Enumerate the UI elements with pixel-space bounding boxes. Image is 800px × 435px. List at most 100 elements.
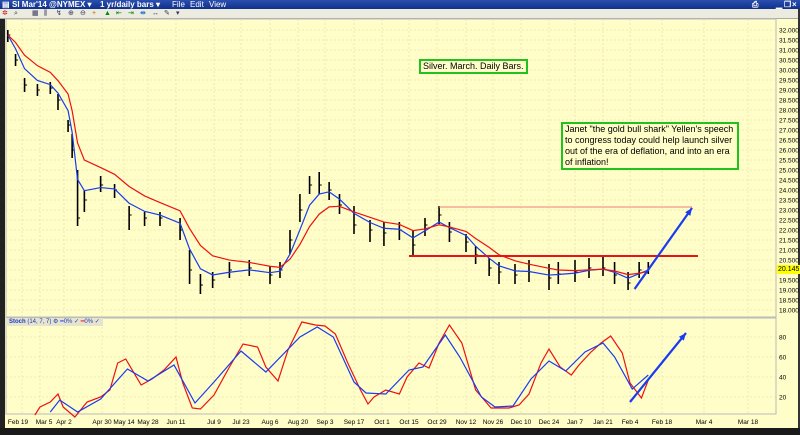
price-tick-label: 28.000 [779,108,799,115]
date-tick-label: Mar 4 [696,419,713,426]
date-tick-label: Feb 18 [652,419,673,426]
date-tick-label: Sep 3 [317,419,334,426]
stoch-tick-label: 80 [779,335,787,342]
fast-moving-average-line [7,34,649,279]
vertical-scrollbar[interactable] [0,19,5,428]
scroll-left-icon[interactable]: ⇤ [116,10,122,17]
title-note[interactable]: Silver. March. Daily Bars. [419,59,528,74]
menu-edit[interactable]: Edit [190,0,204,9]
slow-moving-average-line [7,34,649,276]
date-tick-label: Nov 12 [456,419,477,426]
price-tick-label: 26.500 [779,138,799,145]
stoch-tick-label: 60 [779,355,787,362]
window-border [798,9,800,435]
print-icon[interactable]: ⎙ [752,0,759,9]
title-bar: ▤ SI Mar'14 @NYMEX ▾ 1 yr/daily bars ▾ F… [0,0,800,9]
close-icon[interactable]: × [792,0,797,9]
stoch-label: Stoch [9,319,26,325]
price-tick-label: 24.000 [779,188,799,195]
cursor-icon[interactable]: ✲ [2,10,8,17]
zoom-icon[interactable]: ⌕ [14,10,18,17]
symbol-label: SI Mar'14 @NYMEX [12,0,86,9]
price-tick-label: 31.500 [779,38,799,45]
date-tick-label: Apr 2 [56,419,72,426]
date-tick-label: Dec 24 [539,419,560,426]
stoch-series-k: 0% [84,319,94,325]
price-tick-label: 18.000 [779,308,799,315]
date-tick-label: Mar 5 [36,419,53,426]
chart-type-icon[interactable]: ▦ [32,10,39,17]
price-arrow-head [685,208,692,216]
date-tick-label: Oct 1 [374,419,390,426]
date-tick-label: Feb 4 [622,419,639,426]
price-tick-label: 27.000 [779,128,799,135]
stoch-params: (14, 7, 7) [27,319,52,325]
horizontal-scrollbar[interactable] [0,428,800,435]
date-tick-label: Aug 20 [288,419,309,426]
tool-icon[interactable]: ✎ [164,10,170,17]
crosshair-icon[interactable]: + [92,10,97,17]
price-tick-label: 24.500 [779,178,799,185]
maximize-icon[interactable]: ❐ [784,0,792,9]
blue-line-swatch-icon: ━ [60,319,64,325]
price-tick-label: 18.500 [779,298,799,305]
price-tick-label: 32.000 [779,28,799,35]
date-tick-label: Oct 15 [399,419,419,426]
menu-view[interactable]: View [209,0,227,9]
date-tick-label: Nov 26 [483,419,504,426]
compress-icon[interactable]: ⇼ [140,10,146,17]
last-price-label: 20.145 [777,265,800,274]
price-tick-label: 23.500 [779,198,799,205]
price-panel [5,18,777,318]
date-tick-label: Apr 30 [92,419,112,426]
comment-note[interactable]: Janet "the gold bull shark" Yellen's spe… [561,122,739,170]
stoch-series-d: 0% [63,319,73,325]
price-tick-label: 28.500 [779,98,799,105]
indicator-icon[interactable]: ▲ [104,10,111,17]
date-tick-label: Dec 10 [511,419,532,426]
more-icon[interactable]: ▾ [176,10,180,17]
price-tick-label: 25.000 [779,168,799,175]
stoch-d-line [49,326,649,413]
price-tick-label: 21.000 [779,248,799,255]
price-tick-label: 22.500 [779,218,799,225]
stoch-k-line [34,321,649,418]
scroll-right-icon[interactable]: ⇥ [128,10,134,17]
price-tick-label: 31.000 [779,48,799,55]
price-tick-label: 30.500 [779,58,799,65]
stoch-arrow-head [678,333,686,341]
date-tick-label: May 14 [113,419,135,426]
date-tick-label: Mar 18 [738,419,759,426]
menu-file[interactable]: File [172,0,185,9]
bars-icon[interactable]: ⫼ [44,10,48,17]
stoch-tick-label: 20 [779,395,787,402]
stochastic-panel [5,317,777,415]
price-tick-label: 29.000 [779,88,799,95]
date-tick-label: Oct 29 [427,419,447,426]
zoom-out-icon[interactable]: ⊖ [80,10,86,17]
stochastic-legend: Stoch (14, 7, 7) ⚙ ━0% ✓ ━0% ✓ [6,318,103,326]
price-tick-label: 21.500 [779,238,799,245]
date-tick-label: Jul 9 [207,419,221,426]
date-tick-label: Aug 6 [262,419,279,426]
interval-label: 1 yr/daily bars [100,0,154,9]
price-tick-label: 19.500 [779,278,799,285]
price-tick-label: 26.000 [779,148,799,155]
stoch-arrow [629,332,687,403]
price-tick-label: 23.000 [779,208,799,215]
price-arrow [633,207,693,290]
date-tick-label: Jun 11 [166,419,185,426]
symbol-selector[interactable]: SI Mar'14 @NYMEX ▾ [12,0,92,9]
price-tick-label: 25.500 [779,158,799,165]
expand-icon[interactable]: ↔ [152,10,159,17]
zoom-in-icon[interactable]: ⊕ [68,10,74,17]
settings-icon[interactable]: ⚙ [53,319,59,325]
red-line-swatch-icon: ━ [80,319,85,325]
stoch-tick-label: 40 [779,375,787,382]
window-icon: ▤ [2,0,10,9]
price-tick-label: 20.500 [779,258,799,265]
interval-selector[interactable]: 1 yr/daily bars ▾ [100,0,161,9]
draw-icon[interactable]: ↯ [56,10,62,17]
minimize-icon[interactable]: ▁ [776,0,783,9]
